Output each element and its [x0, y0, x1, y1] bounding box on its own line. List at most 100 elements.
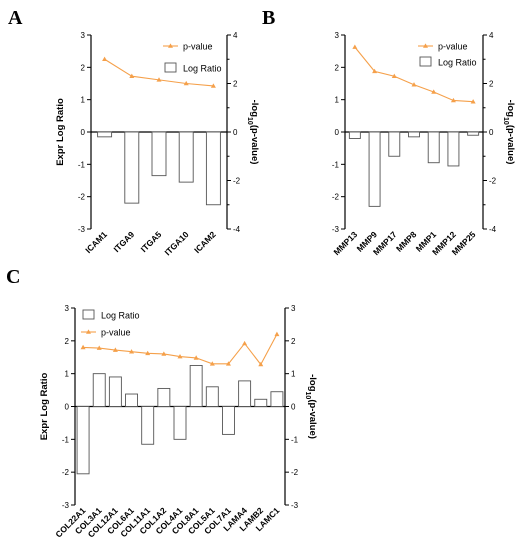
bar-log-ratio — [157, 387, 171, 407]
y2-tick-label: 2 — [233, 80, 238, 89]
bar-log-ratio — [97, 131, 113, 138]
bar-log-ratio — [388, 131, 401, 157]
legend-marker-p-value — [86, 329, 91, 334]
y-tick-label: 1 — [65, 370, 70, 379]
bar-log-ratio — [205, 386, 219, 407]
y2-tick-label: -2 — [233, 177, 241, 186]
panel-label-c: C — [6, 266, 20, 288]
bar-log-ratio — [254, 398, 268, 407]
y-tick-label: -2 — [62, 468, 70, 477]
y-tick-label: 2 — [65, 337, 70, 346]
point-p-value — [258, 361, 264, 367]
x-tick-label: ICAM2 — [192, 229, 218, 255]
point-p-value — [372, 68, 378, 74]
y-tick-label: -1 — [78, 160, 86, 169]
point-p-value — [242, 340, 248, 346]
bar-log-ratio — [125, 393, 138, 407]
line-p-value — [354, 46, 474, 103]
y2-tick-label: 4 — [489, 31, 494, 40]
bar-log-ratio — [151, 131, 167, 177]
point-p-value — [96, 345, 102, 350]
y2-tick-label: 3 — [291, 304, 296, 313]
bar-log-ratio — [92, 373, 106, 407]
bar-log-ratio — [222, 406, 235, 435]
y2-tick-label: 0 — [233, 128, 238, 137]
point-p-value — [274, 331, 280, 337]
y-tick-label: -1 — [332, 160, 340, 169]
legend-label: Log Ratio — [101, 311, 140, 321]
y2-axis-title: -log10(p-value) — [503, 100, 517, 165]
panel-label-a: A — [8, 7, 23, 29]
legend-label: p-value — [183, 42, 213, 52]
point-p-value — [411, 82, 417, 87]
point-p-value — [161, 351, 167, 356]
y-tick-label: 3 — [81, 31, 86, 40]
legend-swatch-log-ratio — [419, 56, 432, 67]
point-p-value — [145, 350, 151, 356]
legend-marker-p-value — [168, 43, 173, 48]
bar-log-ratio — [108, 376, 122, 407]
y2-tick-label: -4 — [489, 225, 497, 234]
point-p-value — [209, 361, 215, 366]
bar-log-ratio — [447, 131, 460, 167]
legend-swatch-log-ratio — [82, 309, 95, 320]
legend-swatch-log-ratio — [164, 62, 177, 73]
x-tick-label: ITGA9 — [111, 229, 136, 254]
y-tick-label: 1 — [81, 96, 86, 105]
point-p-value — [129, 349, 135, 354]
point-p-value — [210, 83, 216, 88]
bar-log-ratio — [427, 131, 440, 164]
y2-tick-label: -3 — [291, 501, 299, 510]
legend-label: p-value — [101, 328, 131, 338]
point-p-value — [193, 355, 199, 360]
line-p-value — [83, 334, 278, 366]
point-p-value — [352, 44, 358, 49]
y2-tick-label: -4 — [233, 225, 241, 234]
chart-panel-c: 3210-1-2-33210-1-2-3COL22A1COL3A1COL12A1… — [39, 304, 318, 539]
chart-panel-b: 3210-1-2-3420-2-4MMP13MMP9MMP17MMP8MMP1M… — [331, 31, 516, 257]
x-tick-label: ITGA10 — [162, 229, 190, 257]
y2-tick-label: 2 — [291, 337, 296, 346]
point-p-value — [177, 353, 183, 359]
bar-log-ratio — [189, 365, 203, 407]
y-tick-label: 1 — [335, 96, 340, 105]
point-p-value — [80, 344, 86, 350]
bar-log-ratio — [348, 131, 361, 139]
y-tick-label: 3 — [335, 31, 340, 40]
legend-marker-p-value — [423, 43, 428, 48]
x-tick-label: MMP8 — [394, 229, 419, 254]
bar-log-ratio — [270, 391, 284, 407]
y-tick-label: -2 — [78, 193, 86, 202]
point-p-value — [431, 89, 437, 94]
bar-log-ratio — [173, 406, 187, 440]
y-tick-label: 2 — [81, 63, 86, 72]
y2-tick-label: 4 — [233, 31, 238, 40]
point-p-value — [450, 97, 456, 103]
bar-log-ratio — [238, 380, 252, 407]
x-tick-label: ICAM1 — [83, 229, 109, 255]
y-tick-label: -3 — [332, 225, 340, 234]
y2-tick-label: -2 — [291, 468, 299, 477]
y2-axis-title: -log10(p-value) — [305, 374, 319, 439]
y2-axis-title: -log10(p-value) — [247, 100, 261, 165]
x-tick-label: ITGA5 — [139, 229, 164, 254]
panel-label-b: B — [262, 7, 275, 29]
y-tick-label: 0 — [65, 403, 70, 412]
y-tick-label: 0 — [81, 128, 86, 137]
point-p-value — [112, 347, 118, 352]
y-tick-label: 0 — [335, 128, 340, 137]
y2-tick-label: -1 — [291, 435, 299, 444]
y-tick-label: 2 — [335, 63, 340, 72]
legend-label: p-value — [438, 42, 468, 52]
y-tick-label: -2 — [332, 193, 340, 202]
y-tick-label: -3 — [62, 501, 70, 510]
y2-tick-label: -2 — [489, 177, 497, 186]
y2-tick-label: 0 — [489, 128, 494, 137]
bar-log-ratio — [141, 406, 155, 445]
point-p-value — [470, 99, 476, 104]
point-p-value — [102, 56, 108, 62]
legend-label: Log Ratio — [438, 58, 477, 68]
bar-log-ratio — [178, 131, 194, 183]
point-p-value — [156, 77, 162, 82]
y2-tick-label: 2 — [489, 80, 494, 89]
